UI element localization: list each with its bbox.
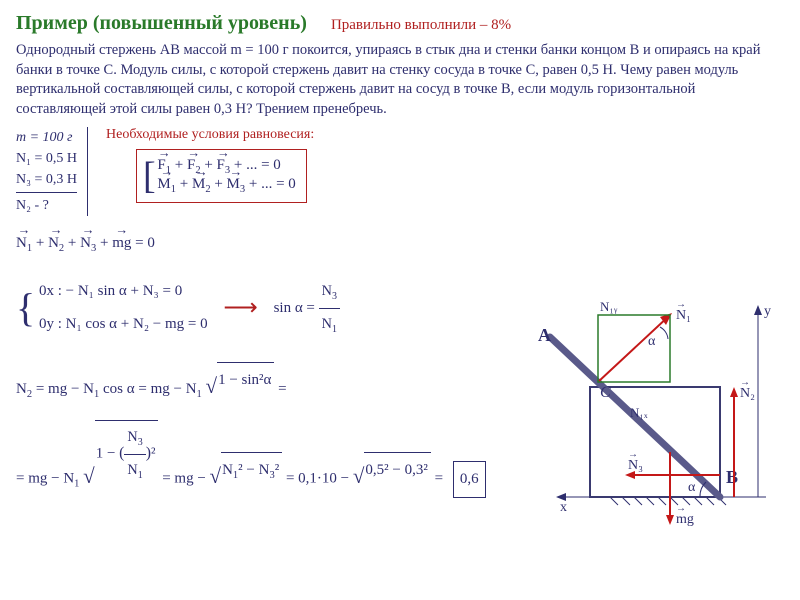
- eq-oy: 0y : N₁ cos α + N₂ − mg = 0: [39, 316, 208, 332]
- label-n3: N₃: [628, 458, 643, 473]
- eq-n2-expand: N2 = mg − N1 cos α = mg − N1 √1 − sin²α …: [16, 362, 486, 406]
- problem-statement: Однородный стержень АВ массой m = 100 г …: [16, 41, 784, 119]
- label-a: A: [538, 325, 551, 345]
- working-steps: N1 + N2 + N3 + mg = 0 { 0x : − N₁ sin α …: [16, 227, 486, 498]
- eq-ox: 0x : − N₁ sin α + N₃ = 0: [39, 283, 182, 299]
- given-mass: m = 100 г: [16, 127, 77, 148]
- eq-vector-sum: N1 + N2 + N3 + mg = 0: [16, 227, 486, 260]
- success-rate: Правильно выполнили – 8%: [331, 17, 511, 34]
- equilibrium-title: Необходимые условия равновесия:: [106, 127, 314, 143]
- projection-group: { 0x : − N₁ sin α + N₃ = 0 0y : N₁ cos α…: [16, 264, 486, 352]
- svg-text:→: →: [740, 377, 750, 388]
- axis-x-label: x: [560, 500, 567, 515]
- label-alpha-b: α: [688, 480, 696, 495]
- svg-text:→: →: [676, 503, 686, 514]
- label-n2: N₂: [740, 386, 755, 401]
- label-c: C: [600, 384, 611, 401]
- find: N₂ - ?: [16, 192, 77, 216]
- equilibrium-conditions: [ F1 + F2 + F3 + ... = 0 M1 + M2 + M3 + …: [136, 149, 307, 203]
- svg-text:→: →: [676, 299, 686, 310]
- eq-sina: sin α = N3N1: [274, 300, 340, 316]
- final-answer: 0,6: [453, 461, 486, 498]
- label-mg: mg: [676, 512, 694, 527]
- label-alpha-top: α: [648, 334, 656, 349]
- force-diagram: y x A B C N₁ N₁ᵧ N₁ₓ: [510, 297, 780, 527]
- implies-arrow-icon: ⟶: [223, 295, 257, 321]
- given-n1: N₁ = 0,5 Н: [16, 148, 77, 169]
- label-b: B: [726, 467, 738, 487]
- givens: m = 100 г N₁ = 0,5 Н N₃ = 0,3 Н N₂ - ?: [16, 127, 88, 216]
- axis-y-label: y: [764, 304, 771, 319]
- label-n1x: N₁ₓ: [630, 405, 648, 420]
- given-n3: N₃ = 0,3 Н: [16, 169, 77, 190]
- eq-final: = mg − N1 √1 − (N3N1)² = mg − √N1² − N3²…: [16, 420, 486, 498]
- label-n1y: N₁ᵧ: [600, 299, 618, 315]
- svg-text:→: →: [628, 449, 638, 460]
- example-title: Пример (повышенный уровень): [16, 12, 307, 35]
- label-n1: N₁: [676, 308, 691, 323]
